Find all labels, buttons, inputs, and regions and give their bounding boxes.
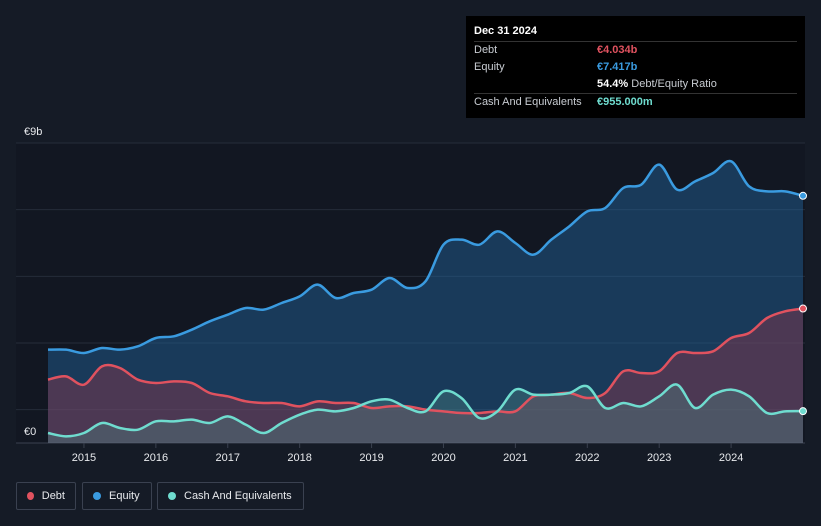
tooltip-row-ratio: 54.4% Debt/Equity Ratio (474, 76, 797, 93)
debt-area (48, 308, 803, 443)
equity-line (47, 159, 804, 355)
series-lines (47, 159, 804, 438)
equity-legend-dot-icon (93, 492, 101, 500)
tooltip-cash-label: Cash And Equivalents (474, 96, 582, 108)
tooltip-equity-value: €7.417b (597, 61, 638, 73)
equity-end-marker (799, 191, 807, 200)
equity-area (48, 161, 803, 444)
x-tick-label: 2018 (287, 452, 311, 464)
x-axis-ticks: 2015 2016 2017 2018 2019 2020 2021 2022 2023 2024 (72, 443, 743, 464)
x-tick-label: 2023 (647, 452, 671, 464)
x-tick-label: 2016 (144, 452, 168, 464)
legend-cash-label: Cash And Equivalents (184, 490, 292, 502)
debt-line (47, 307, 804, 415)
x-tick-label: 2015 (72, 452, 96, 464)
y-axis-max-label: €9b (24, 126, 42, 138)
x-tick-label: 2024 (719, 452, 743, 464)
tooltip-ratio-number: 54.4% (597, 78, 629, 90)
legend-item-equity[interactable]: Equity (82, 482, 152, 510)
legend-item-cash[interactable]: Cash And Equivalents (157, 482, 304, 510)
legend-item-debt[interactable]: Debt (16, 482, 76, 510)
legend-equity-label: Equity (109, 490, 140, 502)
x-tick-label: 2019 (359, 452, 383, 464)
x-tick-label: 2020 (431, 452, 455, 464)
tooltip-panel: Dec 31 2024 Debt €4.034b Equity €7.417b … (466, 16, 805, 118)
cash-and-equivalents-line (47, 383, 804, 438)
tooltip-ratio-suffix: Debt/Equity Ratio (631, 78, 717, 90)
tooltip-equity-label: Equity (474, 61, 505, 73)
tooltip-row-debt: Debt €4.034b (474, 41, 797, 59)
tooltip-row-equity: Equity €7.417b (474, 59, 797, 76)
tooltip-date: Dec 31 2024 (474, 25, 537, 37)
cash-legend-dot-icon (168, 492, 176, 500)
tooltip-cash-value: €955.000m (597, 96, 653, 108)
end-markers (799, 191, 807, 416)
x-tick-label: 2017 (216, 452, 240, 464)
tooltip-row-cash: Cash And Equivalents €955.000m (474, 93, 797, 111)
x-tick-label: 2022 (575, 452, 599, 464)
x-tick-label: 2021 (503, 452, 527, 464)
plot-background (16, 143, 805, 443)
cash-and-equivalents-end-marker (799, 407, 807, 416)
tooltip-debt-value: €4.034b (597, 44, 638, 56)
series-areas (48, 161, 803, 444)
debt-end-marker (799, 304, 807, 313)
debt-legend-dot-icon (27, 492, 34, 500)
tooltip-debt-label: Debt (474, 44, 498, 56)
cash-and-equivalents-area (48, 384, 803, 443)
tooltip-ratio-value: 54.4% Debt/Equity Ratio (597, 76, 717, 92)
y-axis-min-label: €0 (24, 426, 36, 438)
legend-debt-label: Debt (41, 490, 65, 502)
